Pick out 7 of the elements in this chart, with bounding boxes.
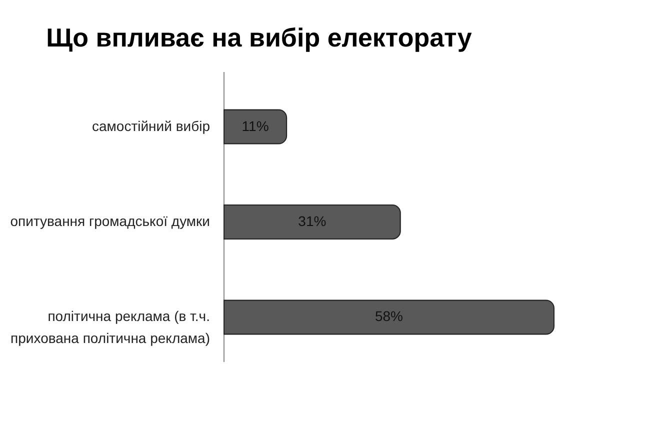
data-label: 31% <box>298 213 326 229</box>
chart-title: Що впливає на вибір електорату <box>46 22 472 52</box>
y-tick-label: опитування громадської думки <box>10 213 210 229</box>
y-tick-label: самостійний вибір <box>92 118 210 134</box>
data-label: 11% <box>242 118 269 134</box>
data-label: 58% <box>374 308 404 324</box>
y-tick-label: політична реклама (в т.ч. прихована політична реклама) <box>10 308 210 346</box>
